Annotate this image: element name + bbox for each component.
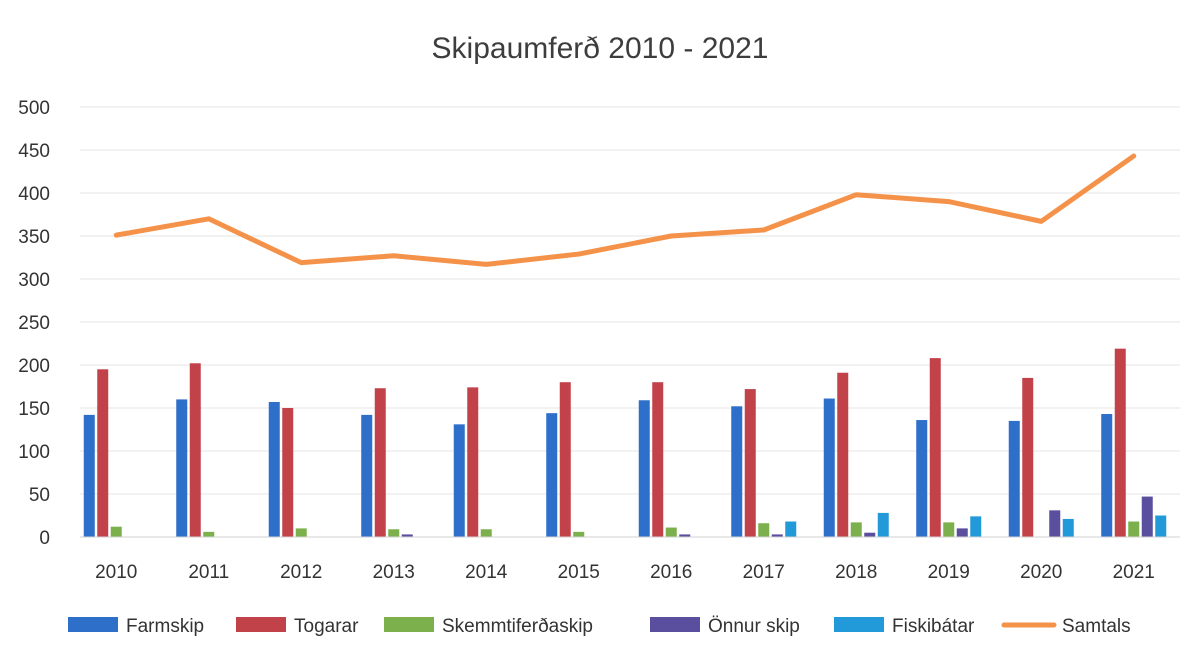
bar--nnur-skip-2020 (1049, 510, 1061, 537)
legend-label: Samtals (1062, 616, 1131, 637)
bar-skemmtifer-askip-2012 (295, 528, 307, 537)
bar-fiskib-tar-2018 (877, 512, 889, 537)
bar--nnur-skip-2017 (771, 534, 783, 537)
bar--nnur-skip-2018 (864, 532, 876, 537)
legend-label: Önnur skip (708, 616, 800, 637)
bar-farmskip-2018 (823, 398, 835, 537)
y-tick-label: 400 (18, 184, 50, 205)
x-tick-label: 2015 (558, 562, 600, 583)
bar-skemmtifer-askip-2018 (850, 522, 862, 537)
y-tick-label: 500 (18, 98, 50, 119)
bar-farmskip-2016 (638, 400, 650, 537)
bar-fiskib-tar-2017 (785, 521, 797, 537)
x-tick-label: 2017 (743, 562, 785, 583)
bar--nnur-skip-2019 (956, 528, 968, 537)
bar-skemmtifer-askip-2013 (388, 529, 400, 537)
x-tick-label: 2013 (373, 562, 415, 583)
x-tick-label: 2010 (95, 562, 137, 583)
y-tick-label: 350 (18, 227, 50, 248)
bar-togarar-2011 (189, 363, 201, 537)
bar-togarar-2013 (374, 388, 386, 537)
bars (83, 348, 1167, 537)
legend-swatch (650, 617, 700, 632)
x-axis: 2010 2011 2012 2013 2014 2015 2016 2017 2018 2019… (80, 536, 1180, 583)
bar-fiskib-tar-2020 (1062, 518, 1074, 537)
bar-skemmtifer-askip-2015 (573, 531, 585, 537)
bar-togarar-2010 (97, 369, 109, 537)
legend-swatch (384, 617, 434, 632)
legend-item-samtals: Samtals (1001, 616, 1131, 637)
bar-skemmtifer-askip-2021 (1128, 521, 1140, 537)
legend-item--nnur-skip: Önnur skip (650, 616, 800, 637)
bar-togarar-2012 (282, 408, 294, 537)
y-tick-label: 300 (18, 270, 50, 291)
bar-togarar-2014 (467, 387, 479, 537)
bar-farmskip-2020 (1008, 420, 1020, 537)
legend-item-skemmtifer-askip: Skemmtiferðaskip (384, 616, 593, 637)
bar-farmskip-2011 (176, 399, 188, 537)
total-line (113, 153, 1137, 267)
bar-togarar-2017 (744, 389, 756, 537)
x-tick-label: 2016 (650, 562, 692, 583)
y-tick-label: 450 (18, 141, 50, 162)
x-tick-label: 2020 (1020, 562, 1062, 583)
bar-farmskip-2013 (361, 414, 373, 537)
bar-skemmtifer-askip-2011 (203, 531, 215, 537)
bar-fiskib-tar-2021 (1155, 515, 1167, 537)
legend-swatch (834, 617, 884, 632)
y-axis: 0 50 100 150 200 250 300 350 400 450 500 (18, 98, 50, 549)
bar-farmskip-2019 (916, 420, 928, 537)
x-tick-label: 2014 (465, 562, 508, 583)
x-tick-label: 2012 (280, 562, 322, 583)
bar--nnur-skip-2021 (1141, 496, 1153, 537)
bar-skemmtifer-askip-2019 (943, 522, 955, 537)
legend-label: Farmskip (126, 616, 204, 637)
legend-item-togarar: Togarar (236, 616, 359, 637)
legend-label: Togarar (294, 616, 359, 637)
bar-skemmtifer-askip-2014 (480, 529, 492, 537)
x-tick-label: 2019 (928, 562, 970, 583)
bar-togarar-2018 (837, 372, 849, 537)
y-tick-label: 150 (18, 399, 50, 420)
bar-togarar-2016 (652, 382, 664, 537)
y-tick-label: 250 (18, 313, 50, 334)
x-tick-label: 2011 (188, 562, 229, 583)
bar-farmskip-2015 (546, 413, 558, 537)
bar-farmskip-2014 (453, 424, 465, 537)
bar-skemmtifer-askip-2016 (665, 527, 677, 537)
bar-togarar-2021 (1114, 348, 1126, 537)
legend-label: Skemmtiferðaskip (442, 616, 593, 637)
legend-label: Fiskibátar (892, 616, 975, 637)
bar--nnur-skip-2013 (401, 534, 413, 537)
chart-title: Skipaumferð 2010 - 2021 (432, 32, 769, 65)
bar-farmskip-2017 (731, 406, 743, 537)
bar-farmskip-2012 (268, 401, 280, 537)
bar-farmskip-2010 (83, 414, 95, 537)
bar-skemmtifer-askip-2017 (758, 523, 770, 537)
y-tick-label: 200 (18, 356, 50, 377)
y-tick-label: 50 (29, 485, 50, 506)
legend-item-fiskib-tar: Fiskibátar (834, 616, 975, 637)
bar-skemmtifer-askip-2010 (110, 526, 122, 537)
legend: Farmskip Togarar Skemmtiferðaskip Önnur ski… (68, 616, 1131, 637)
x-tick-label: 2018 (835, 562, 877, 583)
bar-togarar-2015 (559, 382, 571, 537)
x-tick-label: 2021 (1113, 562, 1155, 583)
bar--nnur-skip-2016 (679, 534, 691, 537)
legend-swatch (68, 617, 118, 632)
bar-togarar-2020 (1022, 377, 1034, 537)
y-tick-label: 0 (39, 528, 50, 549)
line-series-total (113, 153, 1137, 267)
legend-item-farmskip: Farmskip (68, 616, 204, 637)
bar-togarar-2019 (929, 358, 941, 537)
bar-farmskip-2021 (1101, 414, 1113, 537)
bar-fiskib-tar-2019 (970, 516, 982, 537)
y-tick-label: 100 (18, 442, 50, 463)
legend-swatch (236, 617, 286, 632)
gridlines (80, 106, 1180, 538)
